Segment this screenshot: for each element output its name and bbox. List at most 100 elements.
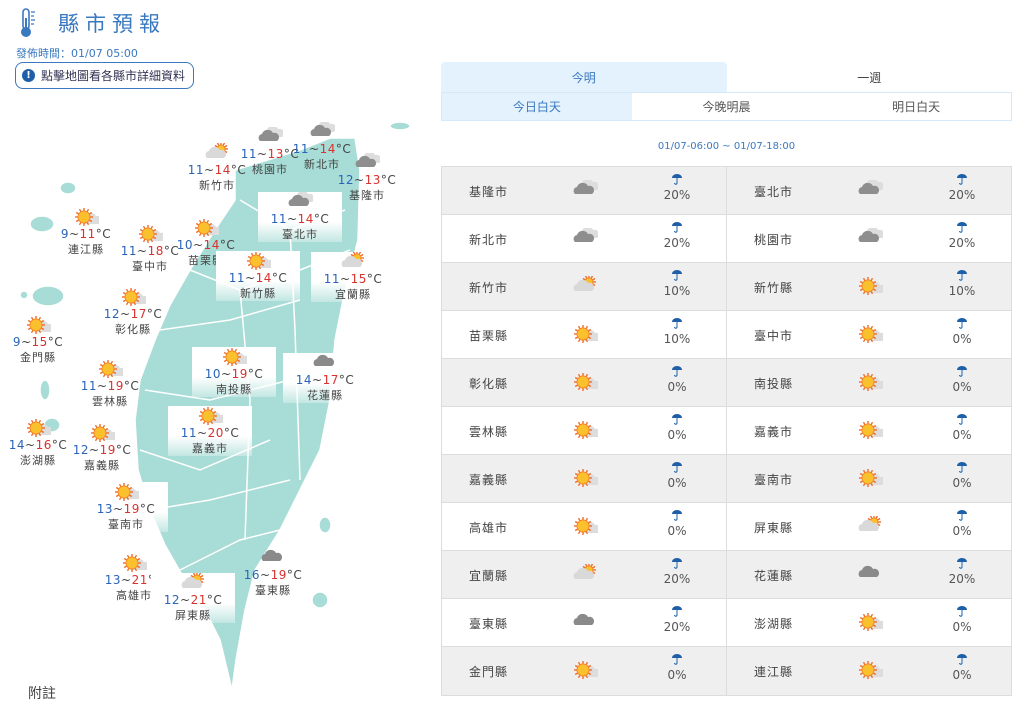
city-cell[interactable]: 金門縣 0% <box>442 647 726 695</box>
city-cell[interactable]: 高雄市 0% <box>442 503 726 550</box>
cloudy-icon <box>355 153 380 167</box>
table-row: 基隆市 20% 臺北市 20% <box>442 167 1011 215</box>
table-row: 新竹市 10% 新竹縣 10% <box>442 263 1011 311</box>
city-name: 桃園市 <box>754 233 794 247</box>
map-city-3[interactable]: 12~13°C 基隆市 <box>325 153 409 203</box>
rain-probability: 0% <box>952 428 972 442</box>
city-name: 臺北市 <box>754 185 794 199</box>
sunny-icon <box>574 661 602 679</box>
map-city-16[interactable]: 14~16°C 澎湖縣 <box>0 418 80 468</box>
city-name: 臺北市 <box>282 228 318 241</box>
city-cell[interactable]: 基隆市 20% <box>442 167 726 214</box>
sunny-icon <box>859 421 887 439</box>
map-city-10[interactable]: 12~17°C 彰化縣 <box>91 287 175 337</box>
map-city-8[interactable]: 11~14°C 新竹縣 <box>216 251 300 301</box>
map-city-20[interactable]: 12~21°C 屏東縣 <box>151 573 235 623</box>
umbrella-icon <box>957 606 967 617</box>
city-cell[interactable]: 彰化縣 0% <box>442 359 726 406</box>
tab-tonight[interactable]: 今晚明晨 <box>631 93 822 120</box>
map-city-14[interactable]: 11~19°C 雲林縣 <box>68 359 152 409</box>
city-cell[interactable]: 雲林縣 0% <box>442 407 726 454</box>
umbrella-icon <box>957 366 967 377</box>
city-name: 雲林縣 <box>92 395 128 408</box>
sunny-icon <box>123 554 147 572</box>
map-city-7[interactable]: 10~14°C 苗栗縣 <box>164 218 248 268</box>
map-city-11[interactable]: 9~15°C 金門縣 <box>0 315 80 365</box>
map-city-18[interactable]: 13~19°C 臺南市 <box>84 482 168 532</box>
city-cell[interactable]: 屏東縣 0% <box>726 503 1011 550</box>
sunny-icon <box>139 225 163 243</box>
umbrella-icon <box>672 366 682 377</box>
map-city-6[interactable]: 11~18°C 臺中市 <box>108 224 192 274</box>
city-name: 臺南市 <box>108 518 144 531</box>
city-name: 臺中市 <box>132 260 168 273</box>
temp-range: 11~20°C <box>180 426 240 440</box>
overcast-icon <box>858 565 880 577</box>
city-cell[interactable]: 臺東縣 20% <box>442 599 726 646</box>
tab-today-day[interactable]: 今日白天 <box>442 93 632 120</box>
map-city-9[interactable]: 11~15°C 宜蘭縣 <box>311 252 395 302</box>
tab-tomorrow-day[interactable]: 明日白天 <box>821 93 1012 120</box>
temp-range: 11~14°C <box>228 271 288 285</box>
city-cell[interactable]: 澎湖縣 0% <box>726 599 1011 646</box>
map-city-0[interactable]: 11~14°C 新竹市 <box>175 143 259 193</box>
city-cell[interactable]: 嘉義市 0% <box>726 407 1011 454</box>
temp-range: 11~14°C <box>187 163 247 177</box>
city-name: 苗栗縣 <box>469 329 509 343</box>
city-name: 新竹市 <box>199 179 235 192</box>
city-name: 新北市 <box>469 233 509 247</box>
sunny-icon <box>574 373 602 391</box>
city-cell[interactable]: 花蓮縣 20% <box>726 551 1011 598</box>
overcast-icon <box>313 354 335 366</box>
city-cell[interactable]: 臺北市 20% <box>726 167 1011 214</box>
map-city-17[interactable]: 12~19°C 嘉義縣 <box>60 423 144 473</box>
map-city-2[interactable]: 11~14°C 新北市 <box>280 122 364 172</box>
temp-range: 12~19°C <box>72 443 132 457</box>
table-row: 新北市 20% 桃園市 20% <box>442 215 1011 263</box>
umbrella-icon <box>957 462 967 473</box>
map-city-19[interactable]: 13~21°C高雄市 <box>92 553 176 603</box>
city-cell[interactable]: 新竹市 10% <box>442 263 726 310</box>
rain-probability: 10% <box>948 284 976 298</box>
city-cell[interactable]: 宜蘭縣 20% <box>442 551 726 598</box>
city-cell[interactable]: 桃園市 20% <box>726 215 1011 262</box>
sunny-icon <box>122 288 146 306</box>
map-city-1[interactable]: 11~13°C 桃園市 <box>228 127 312 177</box>
map-city-13[interactable]: 14~17°C 花蓮縣 <box>283 353 367 403</box>
umbrella-icon <box>672 414 682 425</box>
tab-today-tomorrow[interactable]: 今明 <box>441 62 727 92</box>
map-city-21[interactable]: 16~19°C 臺東縣 <box>231 548 315 598</box>
umbrella-icon <box>957 318 967 329</box>
sunny-icon <box>574 517 602 535</box>
city-cell[interactable]: 臺南市 0% <box>726 455 1011 502</box>
cloudy-icon <box>858 226 885 242</box>
partly-cloudy-icon <box>181 573 204 588</box>
city-name: 基隆市 <box>469 185 509 199</box>
sunny-icon <box>195 219 219 237</box>
map-city-15[interactable]: 11~20°C 嘉義市 <box>168 406 252 456</box>
map-city-5[interactable]: 9~11°C 連江縣 <box>44 207 128 257</box>
map-city-12[interactable]: 10~19°C 南投縣 <box>192 347 276 397</box>
temp-range: 10~19°C <box>204 367 264 381</box>
city-cell[interactable]: 臺中市 0% <box>726 311 1011 358</box>
partly-cloudy-icon <box>341 252 364 267</box>
city-cell[interactable]: 新竹縣 10% <box>726 263 1011 310</box>
sunny-icon <box>27 419 51 437</box>
tab-week[interactable]: 一週 <box>857 70 882 85</box>
map-city-4[interactable]: 11~14°C 臺北市 <box>258 192 342 242</box>
city-cell[interactable]: 南投縣 0% <box>726 359 1011 406</box>
table-row: 彰化縣 0% 南投縣 0% <box>442 359 1011 407</box>
city-name: 金門縣 <box>20 351 56 364</box>
city-name: 嘉義縣 <box>84 459 120 472</box>
table-row: 苗栗縣 10% 臺中市 0% <box>442 311 1011 359</box>
city-name: 花蓮縣 <box>754 569 794 583</box>
sunny-icon <box>199 407 223 425</box>
city-cell[interactable]: 連江縣 0% <box>726 647 1011 695</box>
map-hint-button[interactable]: ! 點擊地圖看各縣市詳細資料 <box>15 62 195 89</box>
rain-probability: 0% <box>667 476 687 490</box>
temp-range: 12~17°C <box>103 307 163 321</box>
city-cell[interactable]: 苗栗縣 10% <box>442 311 726 358</box>
city-cell[interactable]: 嘉義縣 0% <box>442 455 726 502</box>
city-cell[interactable]: 新北市 20% <box>442 215 726 262</box>
sunny-icon <box>99 360 123 378</box>
